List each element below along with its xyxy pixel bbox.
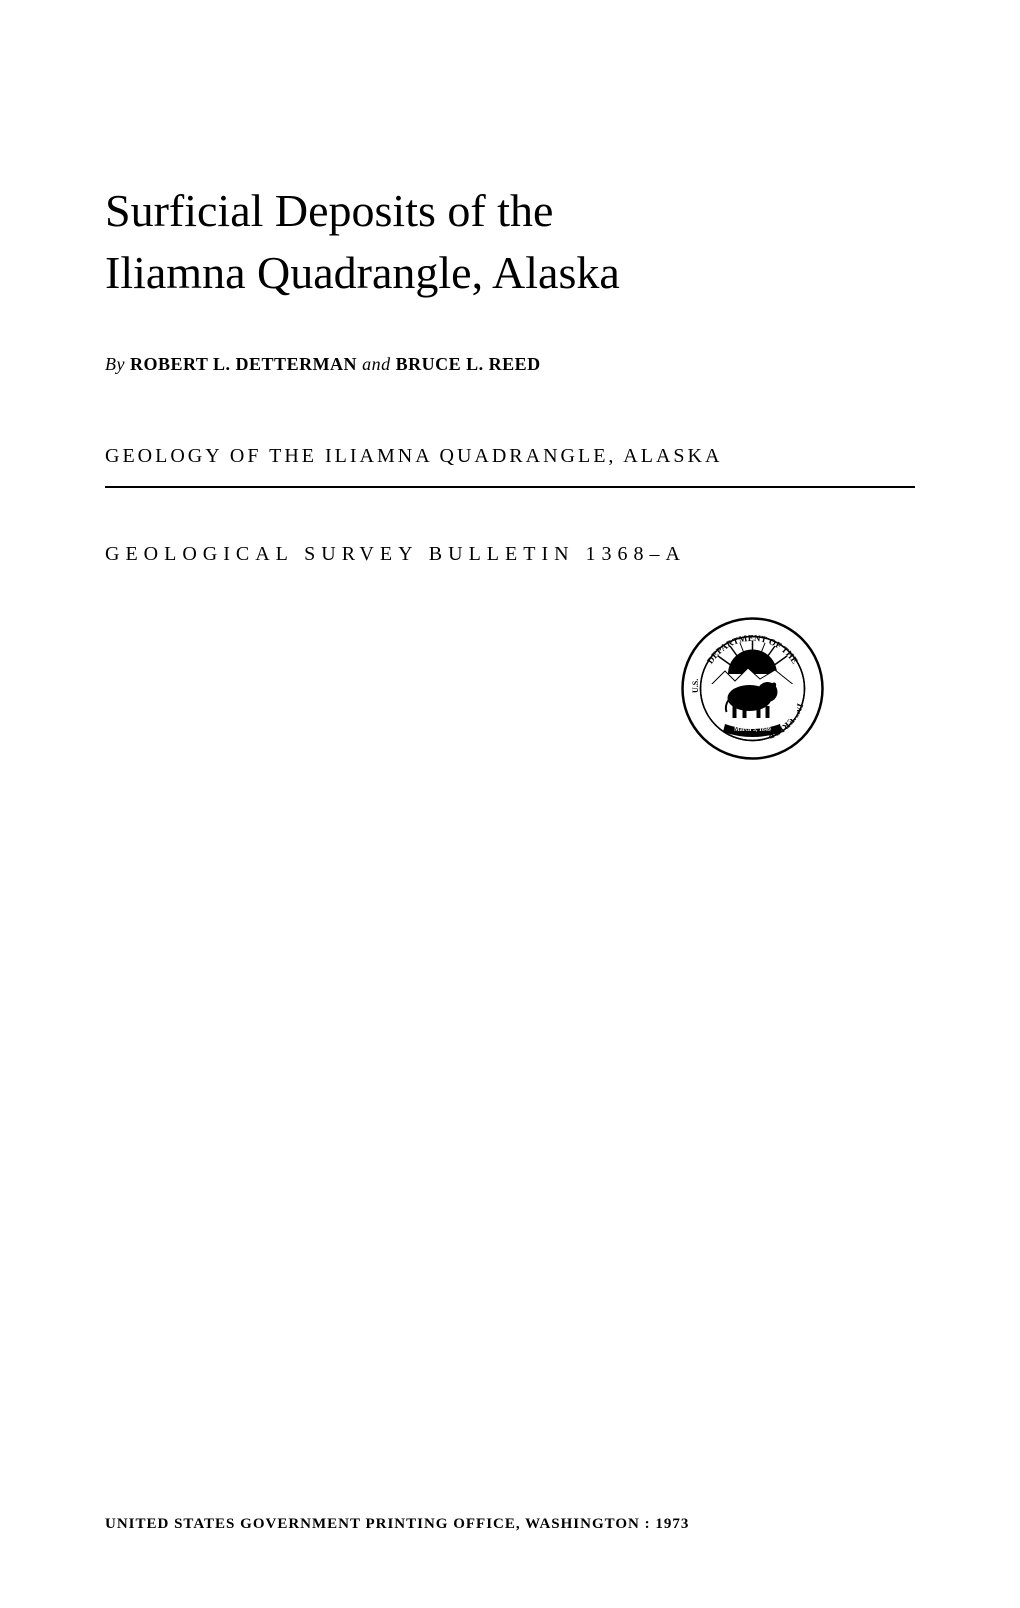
document-title: Surficial Deposits of the Iliamna Quadra… — [105, 180, 915, 304]
by-word: By — [105, 354, 125, 374]
author-2: BRUCE L. REED — [396, 354, 541, 374]
bulletin-label: GEOLOGICAL SURVEY BULLETIN 1368–A — [105, 543, 915, 566]
subtitle: GEOLOGY OF THE ILIAMNA QUADRANGLE, ALASK… — [105, 445, 915, 468]
seal-container: DEPARTMENT OF THE INTERIOR U.S. — [105, 616, 915, 761]
author-1: ROBERT L. DETTERMAN — [130, 354, 357, 374]
department-seal-icon: DEPARTMENT OF THE INTERIOR U.S. — [680, 616, 825, 761]
footer-text: UNITED STATES GOVERNMENT PRINTING OFFICE… — [105, 1516, 915, 1533]
divider-line — [105, 486, 915, 488]
svg-text:March 3, 1849: March 3, 1849 — [734, 727, 771, 733]
svg-text:U.S.: U.S. — [691, 679, 700, 693]
and-word: and — [362, 354, 391, 374]
byline: By ROBERT L. DETTERMAN and BRUCE L. REED — [105, 354, 915, 375]
title-line-1: Surficial Deposits of the — [105, 185, 553, 236]
title-line-2: Iliamna Quadrangle, Alaska — [105, 247, 620, 298]
